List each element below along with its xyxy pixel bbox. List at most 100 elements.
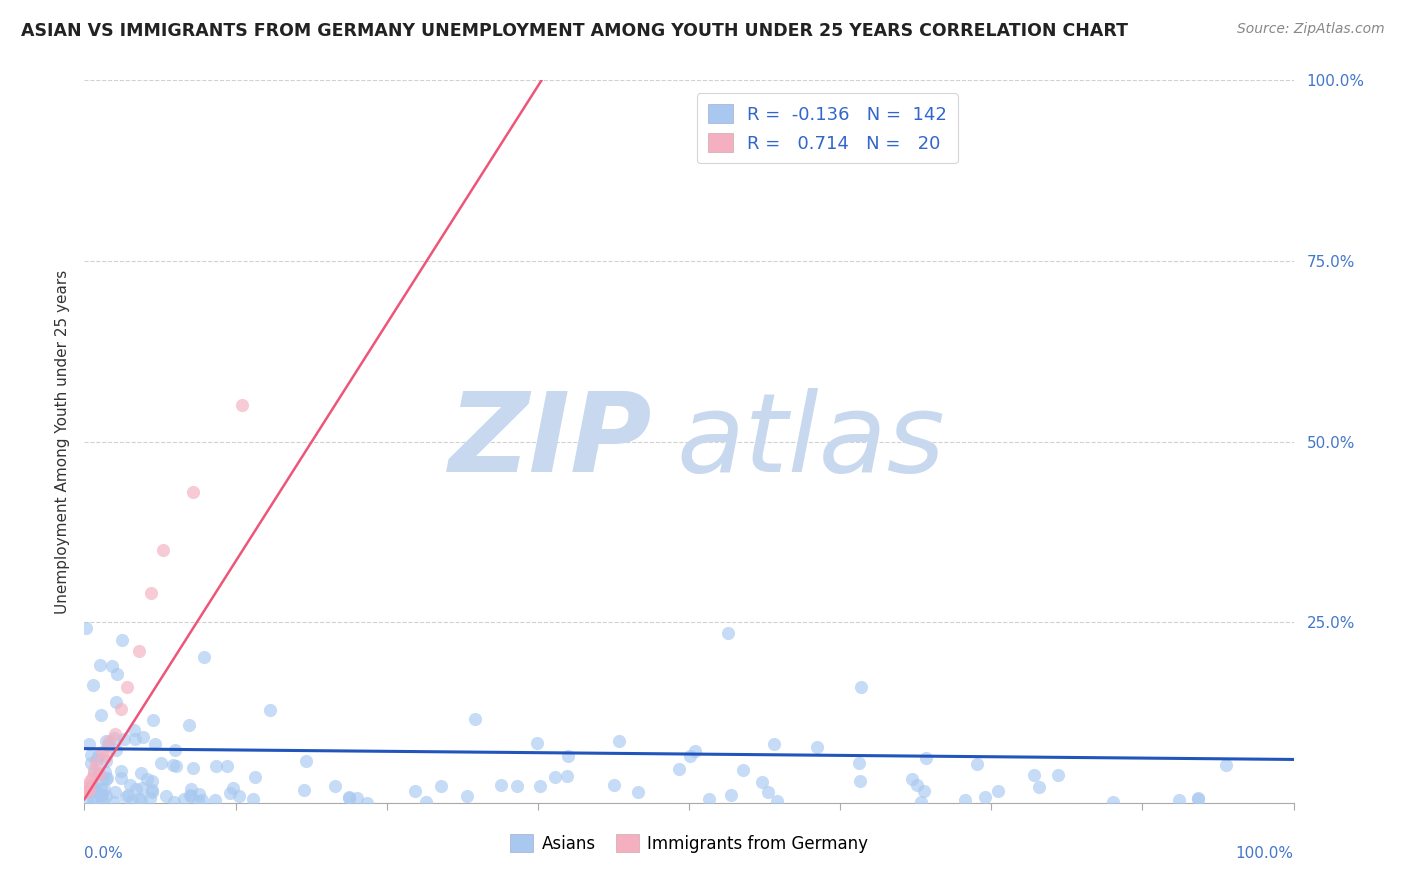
Text: 100.0%: 100.0% (1236, 847, 1294, 861)
Point (1215, 758, 1237, 772)
Point (142, 713, 165, 727)
Point (557, 749, 579, 764)
Point (489, 778, 512, 792)
Point (75, 785, 97, 799)
Point (83, 784, 105, 798)
Point (94, 748, 117, 763)
Point (115, 680, 138, 694)
Point (90, 707, 112, 722)
Point (188, 787, 211, 801)
Point (91, 788, 114, 802)
Point (758, 785, 780, 799)
Point (163, 795, 186, 809)
Point (90, 788, 112, 802)
Point (104, 742, 127, 756)
Point (136, 772, 159, 787)
Point (910, 795, 932, 809)
Point (259, 703, 281, 717)
Point (966, 757, 988, 772)
Point (901, 772, 924, 786)
Point (110, 771, 132, 785)
Point (219, 786, 242, 800)
Point (339, 790, 361, 805)
Point (141, 773, 163, 788)
Point (987, 784, 1010, 798)
Point (152, 542, 174, 557)
Point (602, 778, 624, 792)
Point (75, 621, 97, 635)
Point (404, 784, 426, 798)
Point (456, 789, 478, 803)
Point (751, 774, 773, 789)
Point (717, 626, 740, 640)
Point (429, 780, 451, 794)
Point (1102, 795, 1125, 809)
Point (122, 723, 145, 737)
Point (762, 737, 785, 751)
Point (187, 794, 209, 808)
Legend: Asians, Immigrants from Germany: Asians, Immigrants from Germany (503, 828, 875, 860)
Point (231, 398, 253, 412)
Point (529, 779, 551, 793)
Point (464, 712, 486, 726)
Text: atlas: atlas (676, 388, 945, 495)
Point (914, 750, 936, 764)
Point (139, 586, 162, 600)
Point (848, 756, 870, 770)
Point (292, 783, 315, 797)
Point (323, 779, 346, 793)
Point (77, 782, 100, 797)
Point (180, 789, 202, 804)
Point (1022, 768, 1045, 782)
Point (143, 737, 166, 751)
Text: 0.0%: 0.0% (84, 847, 124, 861)
Point (180, 781, 202, 796)
Point (181, 485, 204, 500)
Point (86, 756, 108, 770)
Point (974, 789, 997, 804)
Point (94, 772, 117, 786)
Point (905, 779, 928, 793)
Point (228, 789, 250, 804)
Point (697, 791, 720, 805)
Point (77, 737, 100, 751)
Point (162, 758, 184, 772)
Point (848, 773, 870, 788)
Point (110, 702, 132, 716)
Point (91, 793, 114, 807)
Point (337, 790, 360, 805)
Point (155, 789, 177, 804)
Point (97, 738, 120, 752)
Point (80, 756, 103, 770)
Point (851, 681, 873, 695)
Point (222, 780, 245, 795)
Point (94, 765, 117, 780)
Point (1187, 792, 1209, 806)
Point (91, 745, 114, 759)
Point (243, 770, 266, 784)
Point (806, 740, 828, 755)
Point (555, 769, 578, 783)
Point (204, 759, 226, 773)
Point (217, 759, 239, 773)
Point (190, 792, 212, 806)
Point (295, 754, 318, 768)
Point (165, 759, 187, 773)
Point (103, 731, 125, 745)
Point (242, 792, 264, 806)
Point (149, 756, 172, 770)
Point (1168, 793, 1191, 807)
Point (79, 774, 101, 789)
Text: Source: ZipAtlas.com: Source: ZipAtlas.com (1237, 22, 1385, 37)
Point (506, 780, 529, 794)
Point (76, 793, 98, 807)
Point (77, 778, 100, 792)
Point (683, 744, 706, 758)
Point (83, 795, 105, 809)
Point (356, 796, 378, 810)
Point (87, 748, 110, 763)
Point (179, 788, 201, 802)
Point (105, 666, 128, 681)
Point (96, 771, 118, 785)
Point (544, 770, 567, 784)
